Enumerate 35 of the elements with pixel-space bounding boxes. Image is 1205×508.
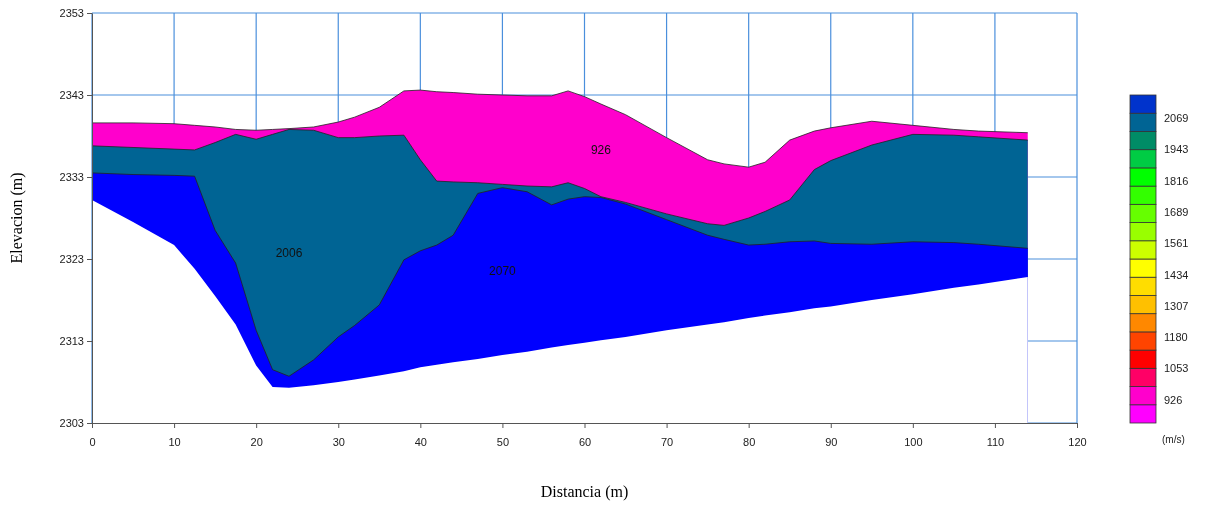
- y-tick-label: 2323: [59, 253, 84, 266]
- x-tick-label: 20: [250, 436, 263, 449]
- color-bar-label: 1689: [1164, 205, 1189, 218]
- color-bar-title: (m/s): [1162, 434, 1185, 445]
- series-label: 2070: [489, 264, 517, 279]
- color-bar-label: 1561: [1164, 237, 1189, 250]
- color-bar-label: 1816: [1164, 174, 1189, 187]
- x-axis-title: Distancia (m): [540, 483, 629, 501]
- x-tick-label: 120: [1068, 436, 1087, 449]
- x-tick-label: 80: [743, 436, 756, 449]
- y-tick-label: 2343: [59, 89, 84, 102]
- x-tick-label: 110: [986, 436, 1005, 449]
- color-bar-label: 1434: [1164, 268, 1189, 281]
- color-bar-label: 1307: [1164, 299, 1189, 312]
- x-tick-label: 60: [578, 436, 592, 449]
- x-tick-label: 40: [414, 436, 427, 449]
- color-bar-label: 1943: [1164, 143, 1189, 156]
- y-tick-label: 2313: [59, 335, 84, 348]
- x-tick-label: 90: [825, 436, 838, 449]
- x-tick-label: 50: [496, 436, 510, 449]
- x-tick-label: 10: [168, 436, 181, 449]
- y-tick-label: 2303: [59, 417, 84, 430]
- color-bar-label: 1053: [1164, 362, 1189, 375]
- color-bar-label: 926: [1164, 393, 1183, 406]
- y-tick-label: 2333: [59, 171, 84, 184]
- x-tick-label: 100: [904, 436, 923, 449]
- x-tick-label: 0: [89, 436, 96, 449]
- color-bar-label: 2069: [1164, 112, 1189, 125]
- color-bar-label: 1180: [1164, 331, 1188, 344]
- x-tick-label: 70: [660, 436, 674, 449]
- series-label: 2006: [275, 245, 303, 260]
- y-axis-title: Elevacion (m): [8, 172, 26, 264]
- y-tick-label: 2353: [59, 7, 84, 20]
- x-tick-label: 30: [332, 436, 345, 449]
- series-label: 926: [590, 143, 612, 158]
